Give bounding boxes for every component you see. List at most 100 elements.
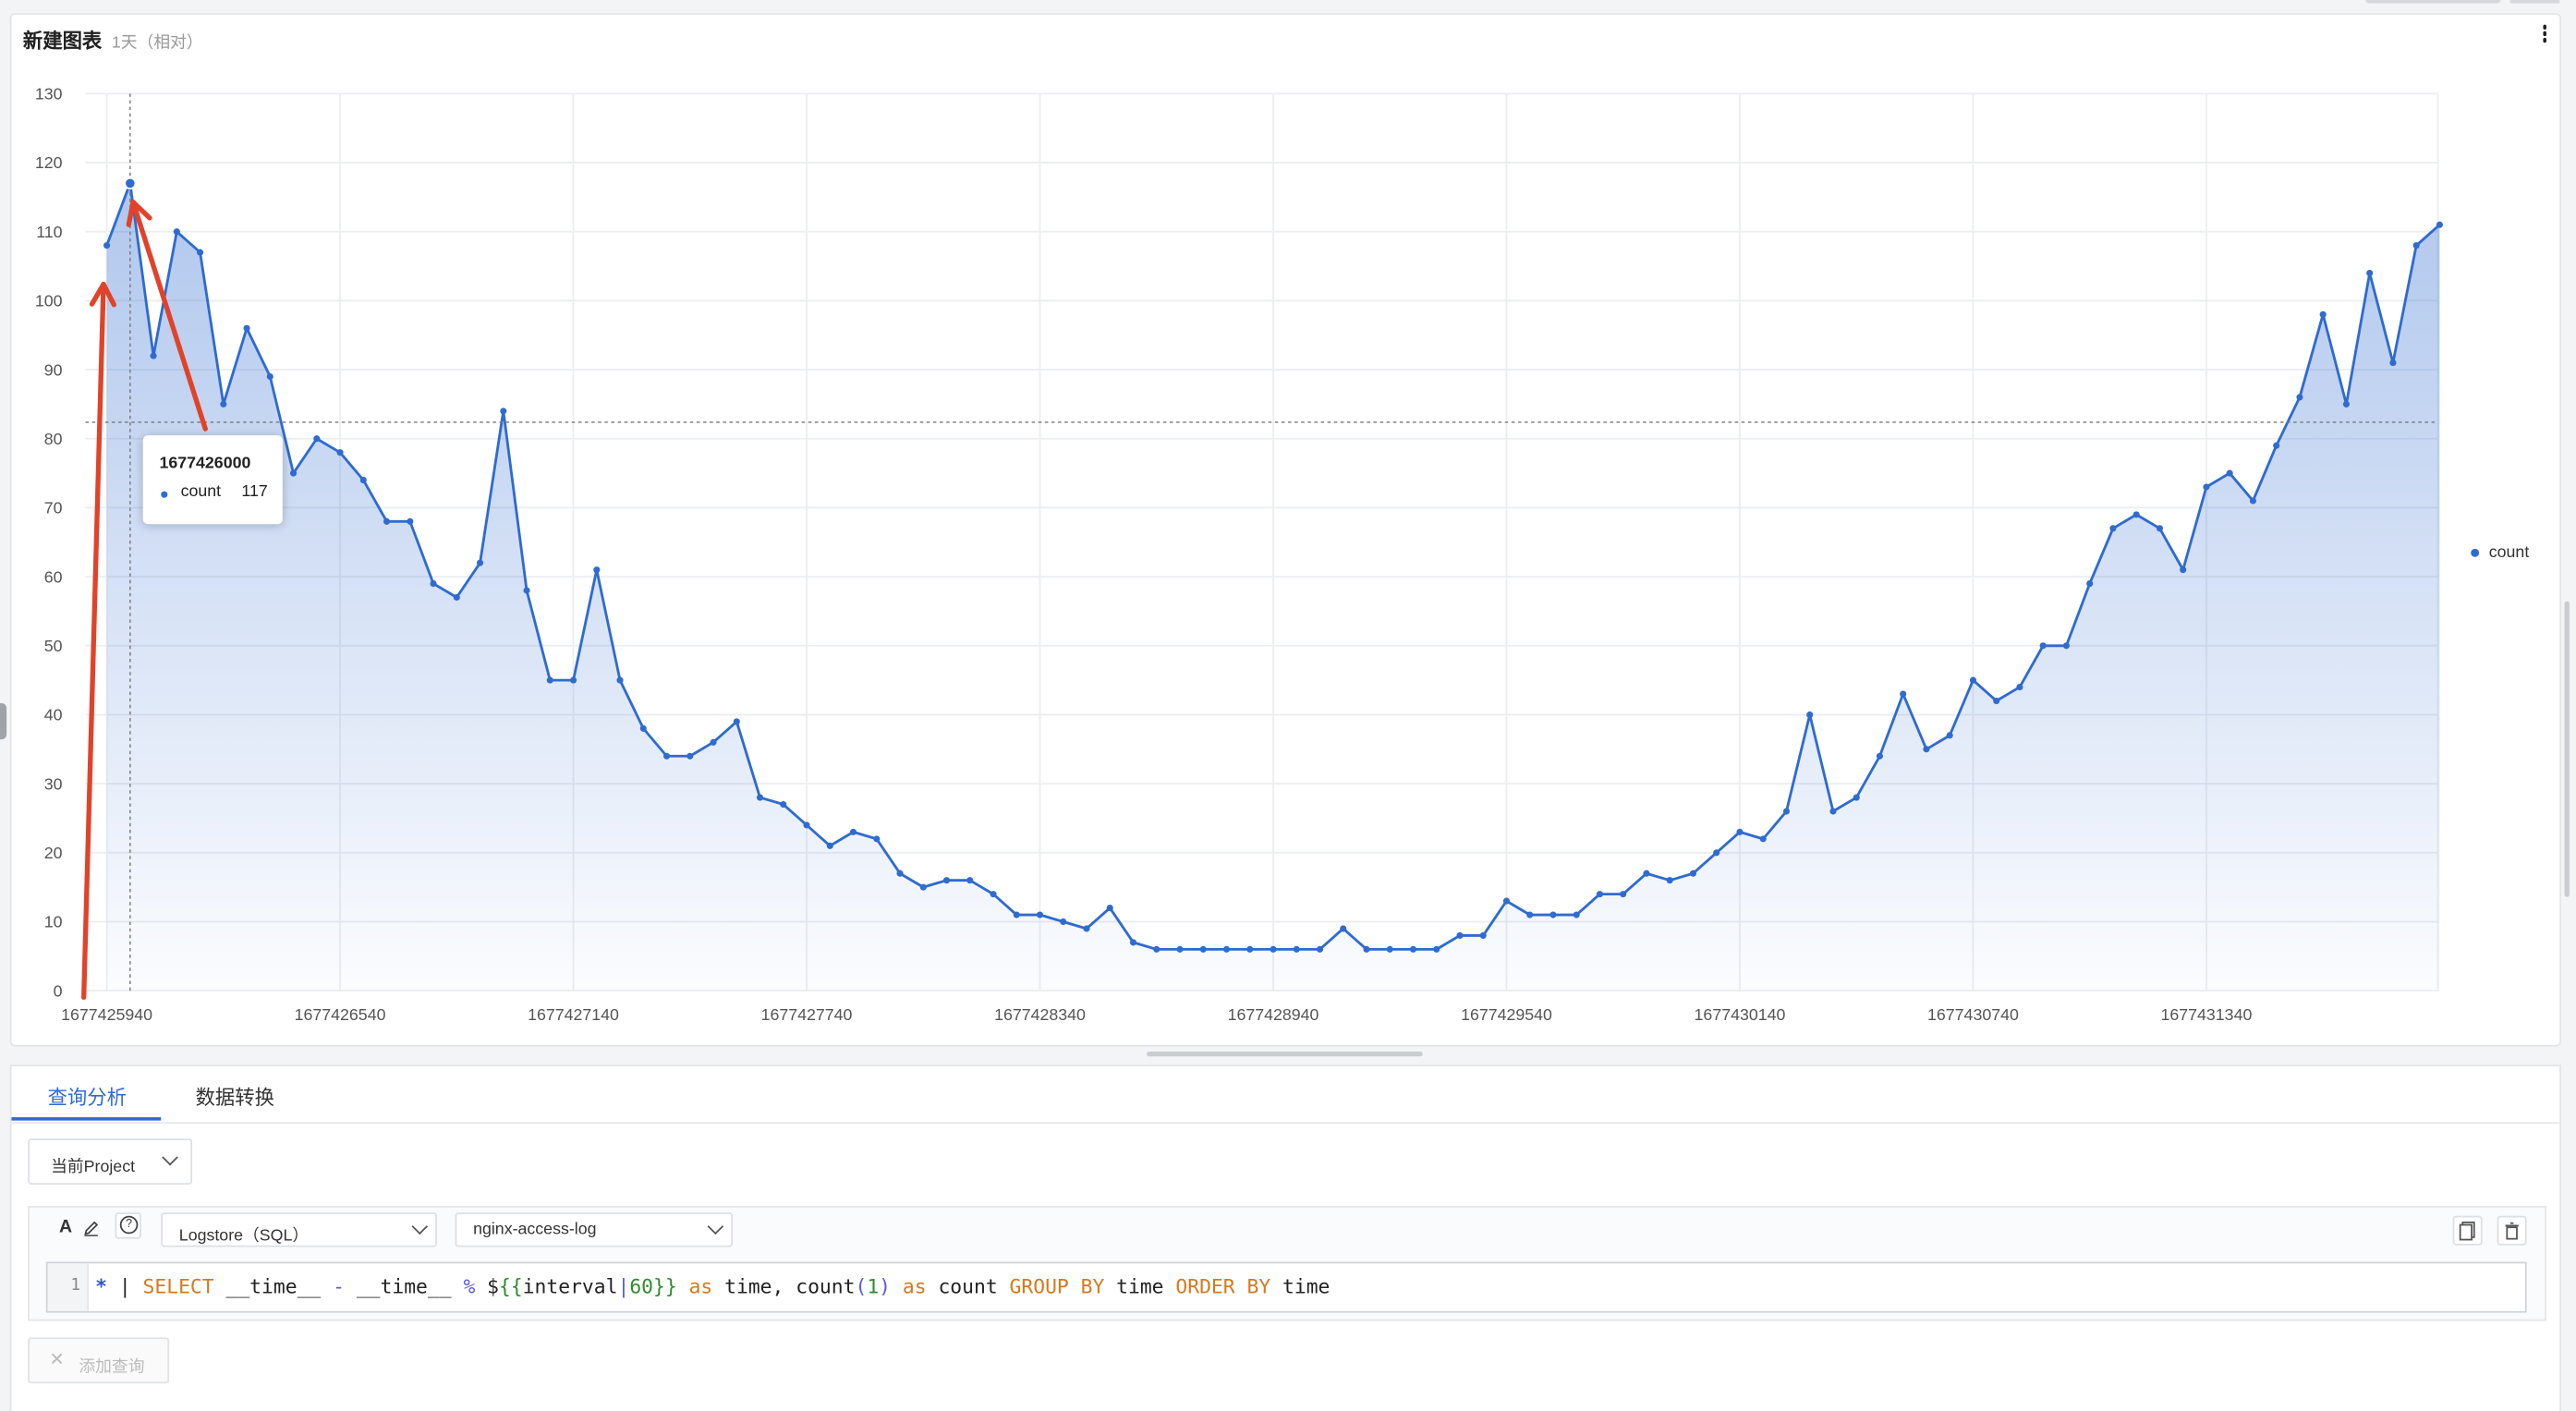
logstore-select[interactable]: nginx-access-log: [455, 1212, 734, 1247]
y-tick-label: 130: [35, 85, 63, 103]
data-point: [523, 587, 530, 594]
logstore-type-value: Logstore（SQL）: [178, 1227, 310, 1246]
data-point: [710, 738, 717, 746]
annotation-arrow: [81, 281, 106, 1000]
panel-resize-handle[interactable]: [1147, 1051, 1423, 1057]
time-range-label: 1天（相对）: [111, 34, 203, 53]
line-number: 1: [70, 1276, 81, 1295]
copy-icon: [2459, 1221, 2475, 1241]
data-point: [2203, 483, 2210, 491]
toolbar-edge: [2365, 0, 2501, 4]
sql-editor[interactable]: 1 * | SELECT __time__ - __time__ % ${{in…: [45, 1261, 2527, 1313]
sql-token: interval: [522, 1274, 618, 1298]
data-point: [1620, 891, 1627, 898]
data-point: [2109, 525, 2117, 532]
active-tab-indicator: [11, 1117, 162, 1121]
data-point: [150, 352, 157, 359]
query-editor-box: A ? Logstore（SQL） nginx-access-log: [28, 1206, 2546, 1321]
data-point: [1036, 911, 1044, 918]
tab-query-analysis[interactable]: 查询分析: [47, 1086, 127, 1110]
data-point: [1689, 870, 1697, 877]
y-tick-label: 110: [36, 223, 62, 241]
sql-token: SELECT: [142, 1274, 214, 1298]
sql-token: 1: [867, 1274, 880, 1298]
legend-dot-icon: [2471, 548, 2480, 557]
format-icon[interactable]: A: [59, 1217, 73, 1237]
tooltip-title: 1677426000: [159, 455, 251, 474]
data-point: [266, 372, 273, 381]
data-point: [1806, 711, 1814, 719]
more-menu-icon[interactable]: [2540, 24, 2550, 44]
data-point: [1853, 794, 1860, 801]
line-gutter: 1: [47, 1263, 90, 1311]
sql-token: $: [475, 1274, 500, 1298]
x-tick-label: 1677430740: [1927, 1005, 2019, 1024]
data-point: [896, 870, 904, 877]
data-point: [803, 821, 810, 829]
side-collapse-handle[interactable]: [0, 703, 7, 740]
sql-token: {{: [499, 1274, 523, 1298]
data-point: [1736, 828, 1744, 835]
data-point: [639, 724, 647, 732]
help-icon: ?: [119, 1215, 139, 1235]
x-tick-label: 1677431340: [2161, 1005, 2253, 1024]
x-tick-label: 1677426540: [295, 1005, 386, 1024]
scrollbar[interactable]: [2564, 601, 2570, 897]
data-point: [1153, 945, 1160, 953]
data-point: [1876, 752, 1884, 760]
data-point: [2366, 269, 2374, 277]
data-point: [1060, 918, 1067, 926]
logstore-type-select[interactable]: Logstore（SQL）: [161, 1212, 437, 1247]
copy-button[interactable]: [2452, 1215, 2483, 1246]
x-tick-label: 1677425940: [61, 1005, 152, 1024]
add-query-button[interactable]: ✕ 添加查询: [28, 1337, 170, 1384]
data-point: [476, 559, 484, 566]
y-tick-label: 50: [44, 637, 63, 655]
data-point: [1759, 835, 1767, 843]
chart-tooltip: 1677426000 count 117: [142, 435, 283, 525]
sql-token: count: [938, 1274, 1010, 1298]
legend-label: count: [2488, 543, 2530, 563]
data-point: [1199, 945, 1207, 953]
data-point: [687, 752, 694, 760]
tab-data-transform[interactable]: 数据转换: [195, 1086, 274, 1110]
y-tick-label: 120: [35, 153, 63, 172]
data-point: [1363, 945, 1370, 953]
annotation-arrowhead: [89, 281, 117, 308]
logstore-value: nginx-access-log: [473, 1221, 597, 1239]
sql-token: }}: [653, 1274, 677, 1298]
sql-token: 60: [629, 1274, 654, 1298]
data-point: [1526, 911, 1534, 918]
data-point: [1573, 911, 1580, 918]
data-point: [2039, 642, 2047, 650]
data-point: [1129, 939, 1137, 946]
data-point: [1176, 945, 1184, 953]
line-chart[interactable]: 0 10 20 30 40 50 60 70 80 90 100 110 120 130 167742594…: [11, 15, 2559, 1045]
data-point: [1713, 849, 1720, 857]
data-point: [407, 517, 414, 525]
help-button[interactable]: ?: [115, 1212, 141, 1239]
sql-token: %: [463, 1274, 476, 1298]
data-point: [2273, 442, 2280, 449]
data-point: [1549, 911, 1557, 918]
query-panel: 查询分析 数据转换 当前Project A ? Logstore（SQL） ng…: [9, 1064, 2561, 1411]
sql-token: |: [617, 1274, 630, 1298]
edit-icon[interactable]: [82, 1219, 101, 1237]
data-point: [243, 324, 250, 332]
data-point: [453, 593, 460, 602]
data-point: [1596, 891, 1604, 898]
sql-token: time: [1270, 1274, 1331, 1298]
add-query-label: 添加查询: [79, 1358, 145, 1378]
sql-token: time: [1104, 1274, 1176, 1298]
data-point: [336, 449, 344, 456]
toolbar-edge: [2509, 0, 2560, 4]
project-select[interactable]: 当前Project: [28, 1138, 193, 1185]
delete-button[interactable]: [2497, 1215, 2527, 1246]
tab-bar: 查询分析 数据转换: [11, 1066, 2560, 1125]
legend-item-count[interactable]: count: [2471, 543, 2530, 563]
data-point: [546, 676, 553, 684]
x-tick-label: 1677429540: [1461, 1005, 1552, 1024]
data-point: [1222, 945, 1231, 953]
data-point: [990, 891, 997, 898]
